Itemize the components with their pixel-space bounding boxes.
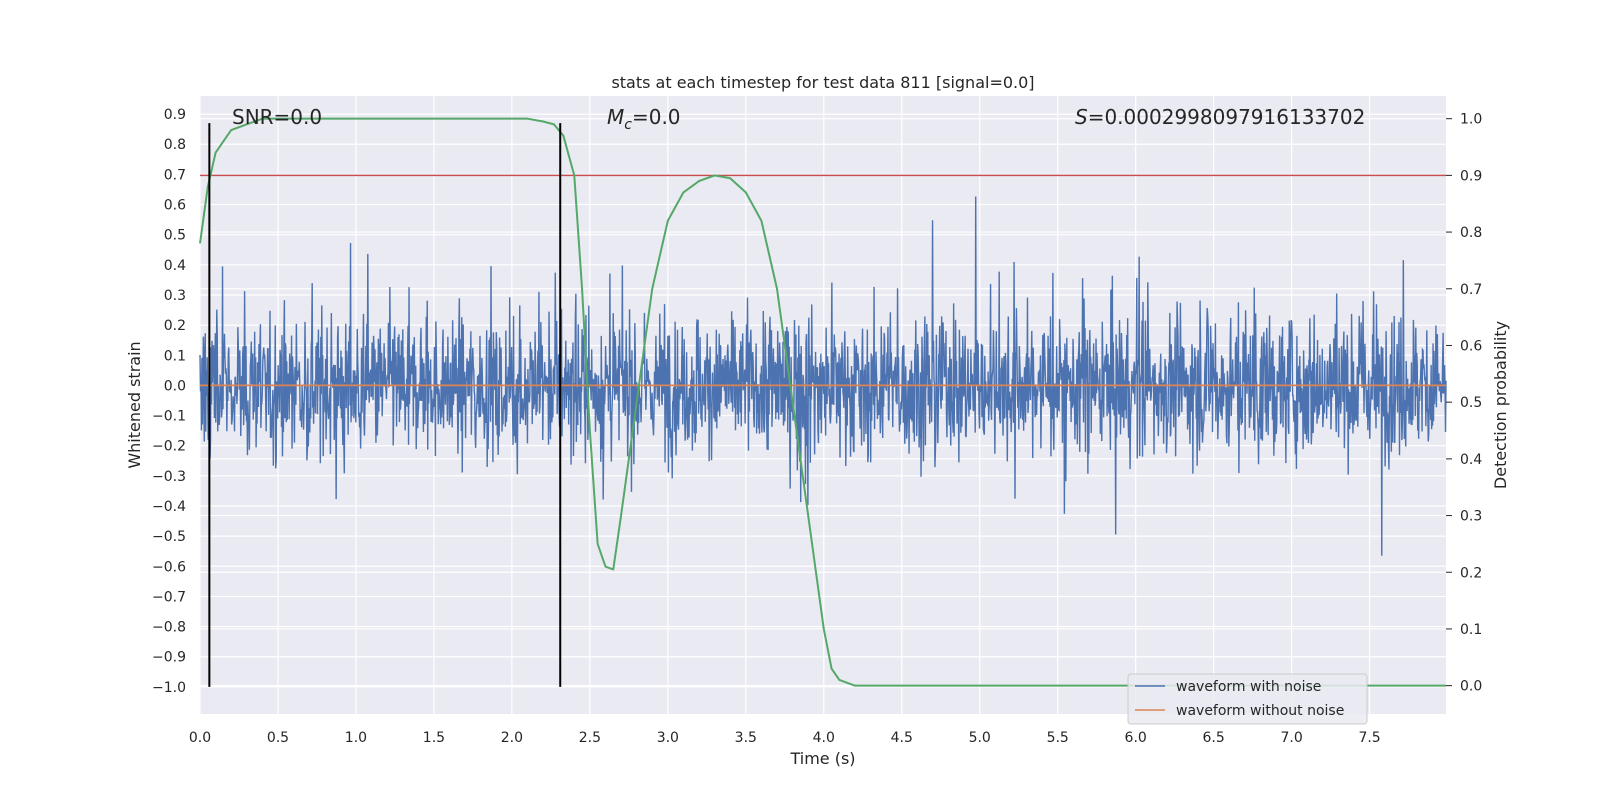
y-right-tick-label: 0.2 — [1460, 565, 1482, 581]
x-tick-label: 5.0 — [969, 730, 991, 746]
x-tick-label: 7.5 — [1358, 730, 1380, 746]
y-left-tick-label: 0.8 — [164, 137, 186, 153]
annotation-s: S=0.0002998097916133702 — [1075, 105, 1365, 129]
y-right-tick-label: 0.8 — [1460, 225, 1482, 241]
y-left-tick-label: 0.3 — [164, 288, 186, 304]
chart-title: stats at each timestep for test data 811… — [611, 73, 1034, 92]
y-left-tick-label: −0.7 — [152, 589, 186, 605]
y-left-tick-label: 0.5 — [164, 228, 186, 244]
y-right-tick-label: 0.6 — [1460, 338, 1482, 354]
x-axis-ticks: 0.0 0.5 1.0 1.5 2.0 2.5 3.0 3.5 4.0 4.5 5.0 5.5 6.0 6… — [189, 730, 1381, 746]
x-tick-label: 6.0 — [1125, 730, 1147, 746]
x-tick-label: 4.5 — [891, 730, 913, 746]
vertical-markers — [208, 123, 562, 687]
x-tick-label: 0.5 — [267, 730, 289, 746]
y-right-tick-label: 0.7 — [1460, 282, 1482, 298]
x-tick-label: 6.5 — [1203, 730, 1225, 746]
legend-label-waveform-without-noise: waveform without noise — [1176, 703, 1344, 719]
annotation-chirp-mass-symbol: M — [607, 105, 624, 129]
y-left-tick-label: 0.9 — [164, 107, 186, 123]
y-right-tick-label: 0.9 — [1460, 168, 1482, 184]
y-left-tick-label: −0.1 — [152, 409, 186, 425]
y-left-tick-label: −0.5 — [152, 529, 186, 545]
y-right-axis-ticks: 1.0 0.9 0.8 0.7 0.6 0.5 0.4 0.3 0.2 0.1 0.0 — [1446, 112, 1482, 695]
y-left-tick-label: −0.4 — [152, 499, 186, 515]
y-left-tick-label: −0.3 — [152, 469, 186, 485]
x-tick-label: 2.0 — [501, 730, 523, 746]
x-tick-label: 2.5 — [579, 730, 601, 746]
x-tick-label: 5.5 — [1047, 730, 1069, 746]
y-left-tick-label: 0.1 — [164, 348, 186, 364]
y-left-axis-ticks: 0.9 0.8 0.7 0.6 0.5 0.4 0.3 0.2 0.1 0.0 −0.1 −0.2 −0… — [152, 107, 186, 696]
y-right-axis-label: Detection probability — [1491, 321, 1510, 489]
probability-curve — [199, 117, 1446, 687]
y-right-tick-label: 1.0 — [1460, 112, 1482, 128]
y-left-tick-label: 0.0 — [164, 378, 186, 394]
legend: waveform with noise waveform without noi… — [1127, 673, 1368, 725]
y-right-tick-label: 0.4 — [1460, 452, 1482, 468]
x-tick-label: 7.0 — [1280, 730, 1302, 746]
y-left-tick-label: −0.6 — [152, 559, 186, 575]
y-left-tick-label: −0.2 — [152, 439, 186, 455]
x-tick-label: 0.0 — [189, 730, 211, 746]
y-left-axis-label: Whitened strain — [125, 341, 144, 468]
noise-waveform-path — [199, 196, 1447, 556]
x-tick-label: 3.0 — [657, 730, 679, 746]
y-left-tick-label: 0.2 — [164, 318, 186, 334]
y-left-tick-label: 0.7 — [164, 167, 186, 183]
annotation-chirp-mass-subscript: c — [624, 117, 632, 133]
annotation-s-value: =0.0002998097916133702 — [1088, 105, 1366, 129]
x-axis-label: Time (s) — [789, 749, 855, 768]
y-left-tick-label: −0.8 — [152, 620, 186, 636]
y-left-tick-label: −1.0 — [152, 680, 186, 696]
legend-box — [1127, 673, 1368, 725]
x-tick-label: 1.0 — [345, 730, 367, 746]
y-left-tick-label: 0.6 — [164, 198, 186, 214]
series-detection-probability — [199, 117, 1446, 687]
y-right-tick-label: 0.0 — [1460, 679, 1482, 695]
legend-label-waveform-with-noise: waveform with noise — [1176, 679, 1321, 695]
x-tick-label: 1.5 — [423, 730, 445, 746]
annotation-chirp-mass-value: =0.0 — [632, 105, 681, 129]
y-right-tick-label: 0.1 — [1460, 622, 1482, 638]
annotation-snr: SNR=0.0 — [232, 105, 322, 129]
x-tick-label: 3.5 — [735, 730, 757, 746]
y-left-tick-label: 0.4 — [164, 258, 186, 274]
annotation-s-symbol: S — [1075, 105, 1088, 129]
series-waveform-with-noise — [199, 196, 1447, 556]
y-right-tick-label: 0.5 — [1460, 395, 1482, 411]
x-tick-label: 4.0 — [813, 730, 835, 746]
annotation-chirp-mass: Mc=0.0 — [607, 105, 681, 133]
y-right-tick-label: 0.3 — [1460, 509, 1482, 525]
y-left-tick-label: −0.9 — [152, 650, 186, 666]
